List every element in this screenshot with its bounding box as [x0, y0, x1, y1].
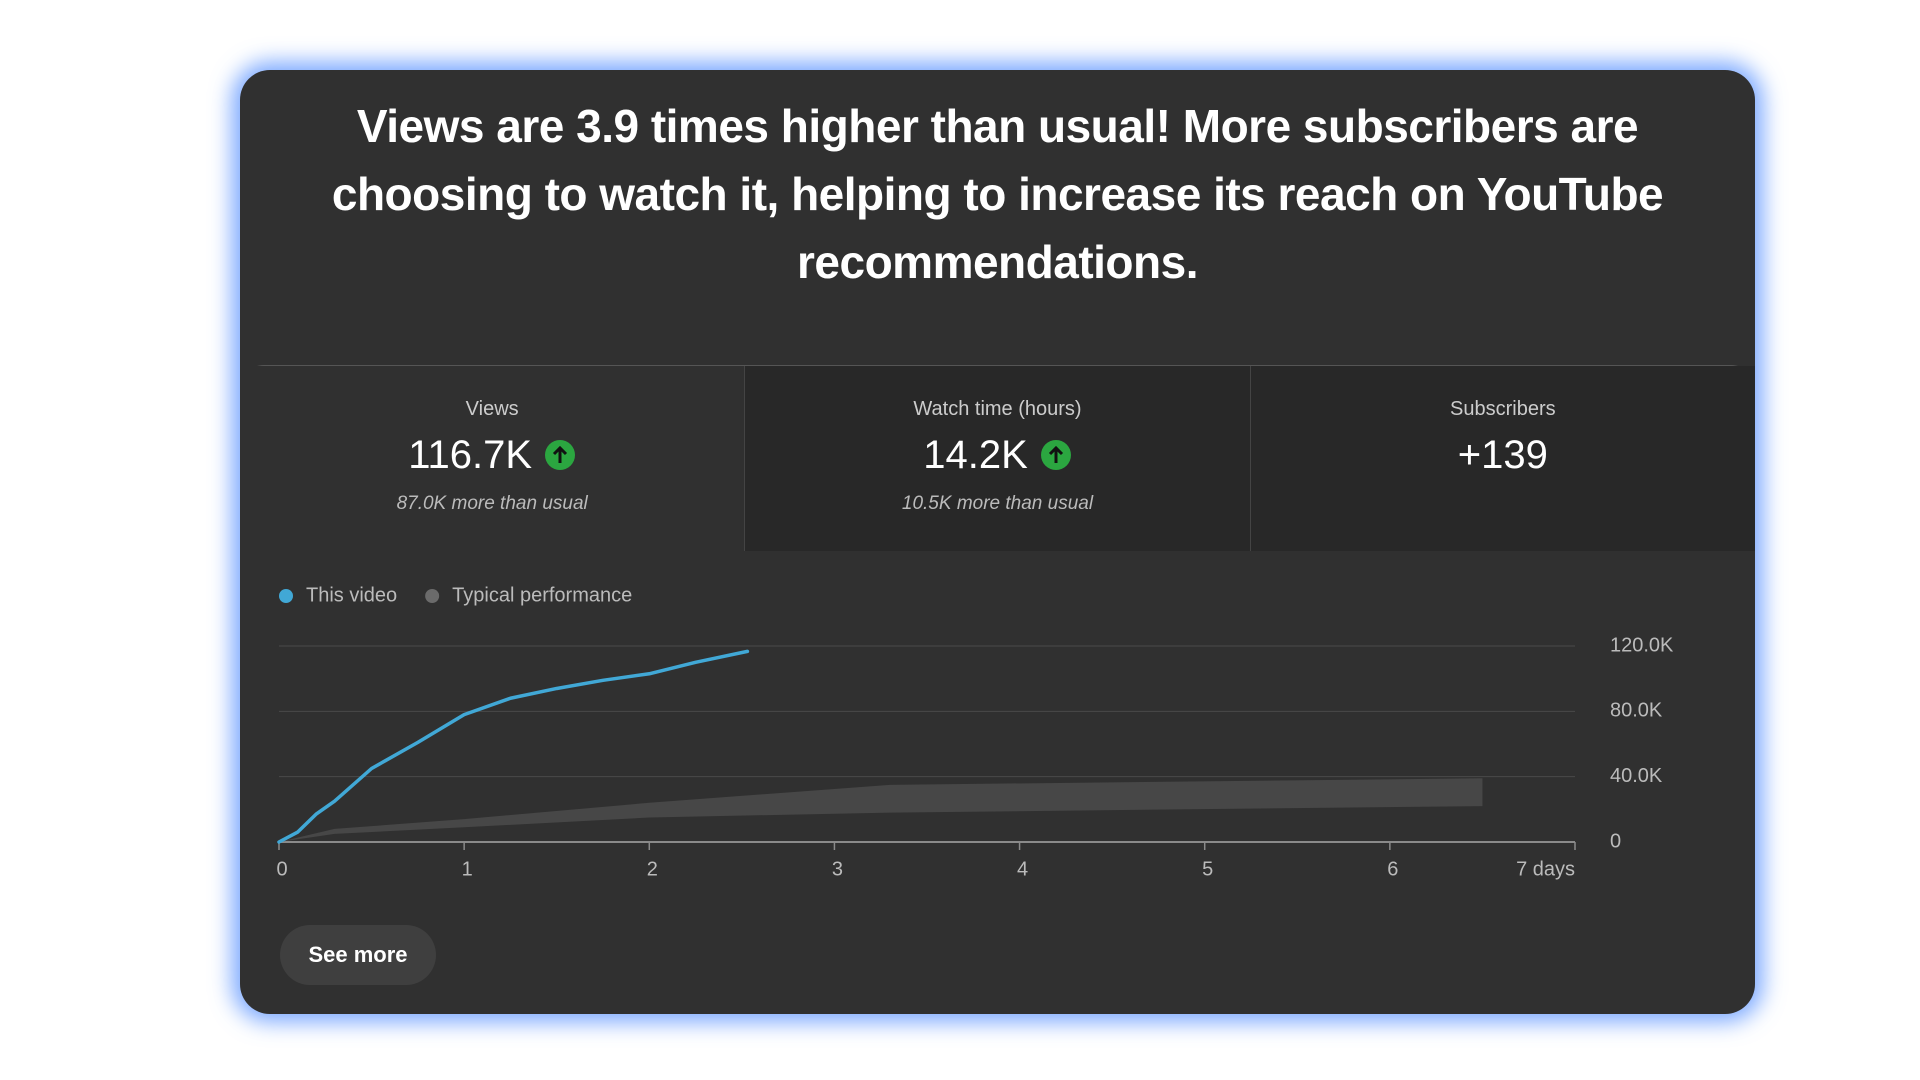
metric-label: Subscribers: [1450, 398, 1556, 420]
metric-value-row: +139: [1251, 431, 1755, 479]
up-icon: [1040, 440, 1071, 470]
metric-views: Views 116.7K 87.0K more than usual: [240, 366, 745, 551]
metrics: Views 116.7K 87.0K more than usual Watch…: [240, 365, 1755, 551]
metric-note: 10.5K more than usual: [901, 493, 1094, 514]
metric-value: 14.2K: [923, 432, 1028, 477]
metric-value: +139: [1457, 432, 1548, 477]
see-more-button[interactable]: See more: [280, 925, 436, 985]
metric-watch-time: Watch time (hours) 14.2K 10.5K more than…: [744, 366, 1250, 551]
headline: Views are 3.9 times higher than usual! M…: [331, 100, 1664, 288]
metric-value: 116.7K: [408, 432, 533, 477]
metric-label: Watch time (hours): [913, 398, 1082, 420]
insight-card: Views are 3.9 times higher than usual! M…: [240, 70, 1755, 1014]
metric-value-row: 116.7K: [240, 431, 744, 479]
metric-note: 87.0K more than usual: [396, 493, 588, 514]
metric-subscribers: Subscribers +139: [1249, 366, 1755, 551]
metric-label: Views: [465, 398, 519, 420]
metric-value-row: 14.2K: [745, 431, 1249, 479]
up-icon: [545, 440, 576, 470]
